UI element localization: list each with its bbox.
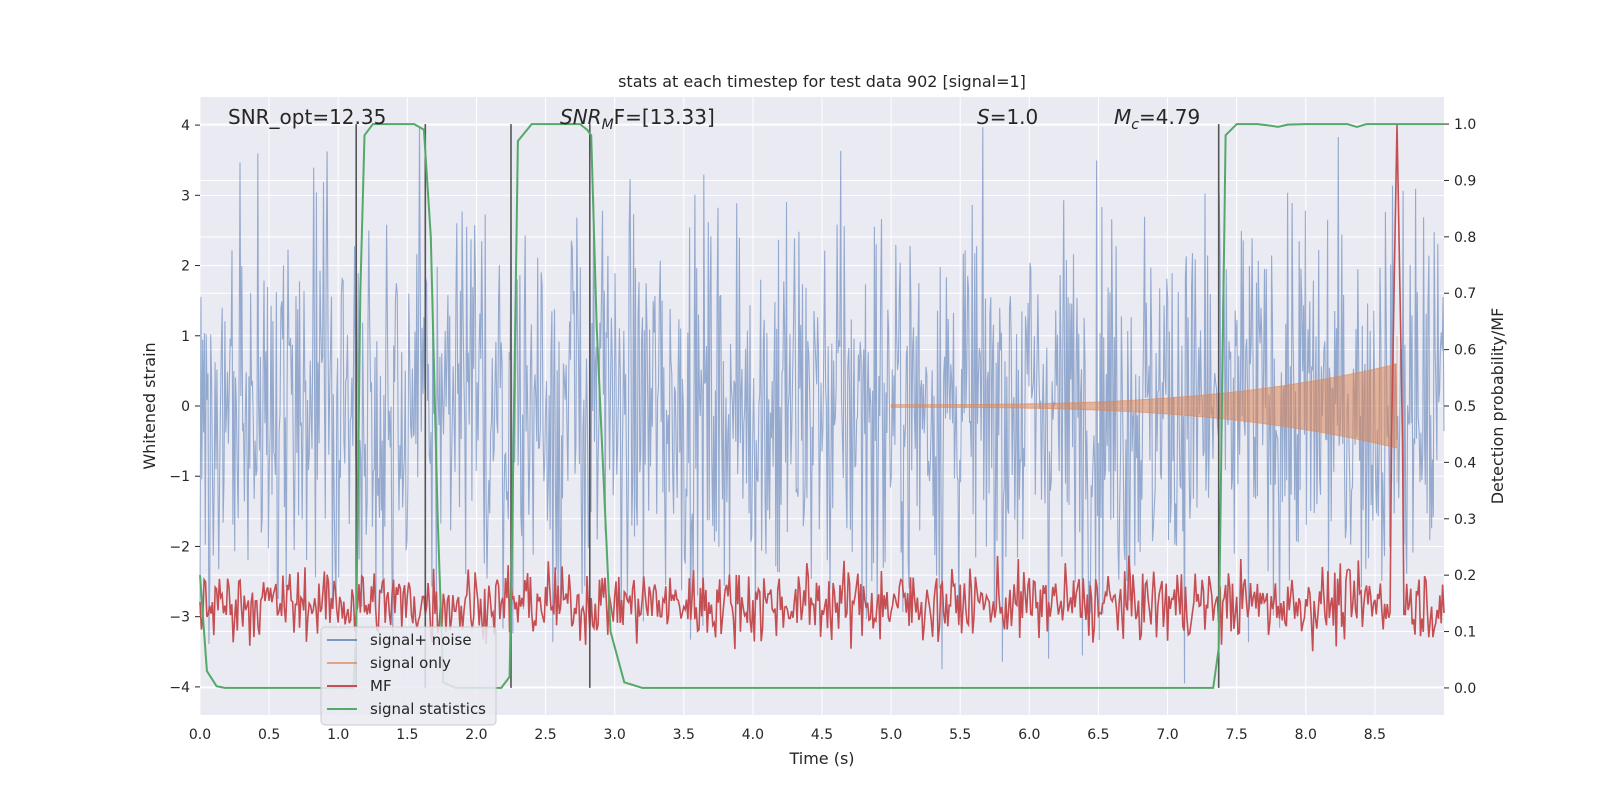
y-right-tick-label: 0.4: [1454, 455, 1476, 471]
y-right-tick-label: 0.7: [1454, 286, 1476, 302]
y-right-tick-label: 0.6: [1454, 343, 1476, 359]
signal-noise-series: [199, 127, 1445, 684]
x-axis-ticks: 0.0 0.5 1.0 1.5 2.0 2.5 3.0 3.5 4.0 4.5 5.0 5.5 6.0 6…: [189, 727, 1386, 743]
signal-only-series: [890, 335, 1398, 484]
y-right-axis-label: Detection probability/MF: [1488, 308, 1507, 505]
y-left-tick-label: −3: [169, 610, 190, 626]
y-left-tick-label: −4: [169, 680, 190, 696]
legend-label-signal-statistics: signal statistics: [370, 700, 486, 718]
y-left-tick-label: 1: [181, 329, 190, 345]
x-tick-label: 1.0: [327, 727, 349, 743]
y-left-tick-label: 3: [181, 188, 190, 204]
y-right-tick-label: 0.9: [1454, 173, 1476, 189]
x-tick-label: 3.0: [604, 727, 626, 743]
y-left-tick-label: 2: [181, 259, 190, 275]
x-tick-label: 2.0: [465, 727, 487, 743]
x-tick-label: 0.0: [189, 727, 211, 743]
x-tick-label: 7.5: [1226, 727, 1248, 743]
chart-title: stats at each timestep for test data 902…: [618, 72, 1026, 91]
x-axis-label: Time (s): [788, 749, 854, 768]
x-tick-label: 3.5: [673, 727, 695, 743]
legend-label-signal-only: signal only: [370, 654, 451, 672]
x-tick-label: 2.5: [534, 727, 556, 743]
x-tick-label: 4.5: [811, 727, 833, 743]
snr-mf-annotation: SNRMF=[13.33]: [560, 105, 715, 133]
mf-line: [199, 124, 1445, 652]
y-left-tick-label: 0: [181, 399, 190, 415]
snr-opt-annotation: SNR_opt=12.35: [228, 105, 386, 129]
y-right-tick-label: 0.5: [1454, 399, 1476, 415]
s-annotation: S=1.0: [977, 105, 1038, 129]
legend: signal+ noise signal only MF signal stat…: [320, 626, 497, 726]
x-tick-label: 8.0: [1295, 727, 1317, 743]
y-right-tick-label: 0.8: [1454, 230, 1476, 246]
y-left-tick-label: −2: [169, 539, 190, 555]
signal-noise-line: [199, 127, 1445, 684]
x-tick-label: 1.5: [396, 727, 418, 743]
x-tick-label: 0.5: [258, 727, 280, 743]
x-tick-label: 5.0: [880, 727, 902, 743]
mf-series: [199, 124, 1445, 652]
y-right-tick-label: 1.0: [1454, 117, 1476, 133]
y-right-tick-label: 0.1: [1454, 625, 1476, 641]
y-right-tick-label: 0.3: [1454, 512, 1476, 528]
signal-only-envelope: [890, 335, 1398, 484]
x-tick-label: 4.0: [742, 727, 764, 743]
y-right-axis-ticks: 1.0 0.9 0.8 0.7 0.6 0.5 0.4 0.3 0.2 0.1 0.0: [1444, 117, 1476, 697]
y-right-tick-label: 0.2: [1454, 568, 1476, 584]
y-left-axis-ticks: 4 3 2 1 0 −1 −2 −3 −4: [169, 118, 200, 696]
x-tick-label: 6.0: [1018, 727, 1040, 743]
y-left-axis-label: Whitened strain: [140, 342, 159, 469]
y-left-tick-label: −1: [169, 469, 190, 485]
x-tick-label: 7.0: [1156, 727, 1178, 743]
y-right-tick-label: 0.0: [1454, 681, 1476, 697]
y-left-tick-label: 4: [181, 118, 190, 134]
x-tick-label: 5.5: [949, 727, 971, 743]
x-tick-label: 8.5: [1364, 727, 1386, 743]
x-tick-label: 6.5: [1087, 727, 1109, 743]
mc-annotation: Mc=4.79: [1114, 105, 1200, 133]
legend-label-signal-noise: signal+ noise: [370, 631, 472, 649]
legend-box: [320, 626, 497, 726]
legend-label-mf: MF: [370, 677, 392, 695]
